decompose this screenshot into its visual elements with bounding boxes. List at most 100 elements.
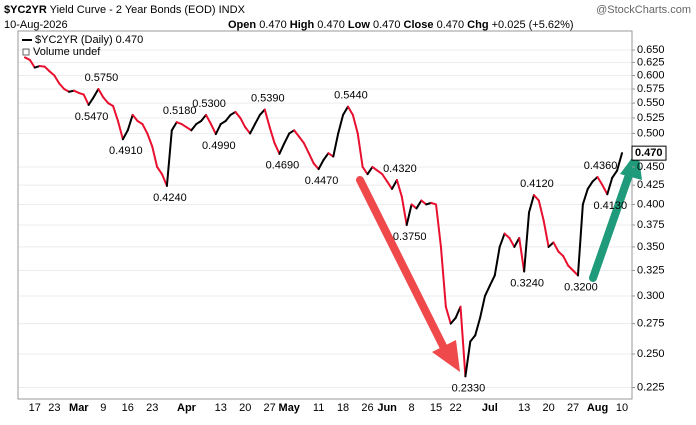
line-segment xyxy=(356,132,364,168)
plot xyxy=(24,56,623,378)
line-segment xyxy=(439,245,447,308)
line-segment xyxy=(102,96,110,105)
x-tick-label: 13 xyxy=(518,402,530,414)
line-segment xyxy=(170,121,178,132)
last-value-box xyxy=(631,145,667,161)
data-label: 0.4910 xyxy=(109,145,143,157)
x-tick-label: 13 xyxy=(215,402,227,414)
x-tick-label: 20 xyxy=(239,402,251,414)
line-segment xyxy=(351,113,359,135)
data-label: 0.5300 xyxy=(192,98,226,110)
line-segment xyxy=(87,96,95,106)
ohlc: Open 0.470 High 0.470 Low 0.470 Close 0.… xyxy=(228,19,574,31)
line-segment xyxy=(43,65,51,73)
ohlc-value: +0.025 (+5.62%) xyxy=(492,19,574,31)
x-tick-label: 23 xyxy=(146,402,158,414)
line-segment xyxy=(616,152,623,172)
legend-swatch xyxy=(22,48,30,56)
x-tick-label: 26 xyxy=(361,402,373,414)
line-segment xyxy=(141,123,149,135)
x-tick-label: 18 xyxy=(337,402,349,414)
y-tick-label: 0.625 xyxy=(637,56,665,68)
line-segment xyxy=(435,203,442,248)
line-segment xyxy=(298,135,305,145)
line-segment xyxy=(278,142,286,155)
last-value: 0.470 xyxy=(631,145,667,161)
y-tick-label: 0.375 xyxy=(637,219,665,231)
line-segment xyxy=(488,274,496,287)
data-label: 0.5390 xyxy=(251,92,285,104)
line-segment xyxy=(253,113,261,126)
line-segment xyxy=(518,236,526,273)
line-segment xyxy=(28,58,36,69)
line-segment xyxy=(547,241,555,248)
data-label: 0.4130 xyxy=(593,200,627,212)
line-segment xyxy=(244,126,252,135)
line-segment xyxy=(444,305,452,325)
x-tick-label: 16 xyxy=(122,402,134,414)
x-tick-label: Jul xyxy=(482,402,498,414)
date: 10-Aug-2026 xyxy=(4,19,68,31)
ohlc-label: Low xyxy=(348,19,370,31)
x-tick-label: 10 xyxy=(616,402,628,414)
y-tick-label: 0.425 xyxy=(637,179,665,191)
x-tick-label: Mar xyxy=(69,402,89,414)
line-segment xyxy=(112,105,119,122)
line-segment xyxy=(342,105,349,116)
ohlc-label: High xyxy=(290,19,315,31)
line-segment xyxy=(557,250,565,258)
data-label: 0.3200 xyxy=(564,281,598,293)
y-tick-label: 0.400 xyxy=(637,198,665,210)
y-tick-label: 0.325 xyxy=(637,264,665,276)
line-segment xyxy=(312,162,320,171)
line-segment xyxy=(131,113,139,122)
line-segment xyxy=(205,113,212,126)
line-segment xyxy=(126,113,134,132)
line-segment xyxy=(337,113,345,135)
line-segment xyxy=(239,116,247,129)
x-tick-label: 23 xyxy=(48,402,60,414)
line-segment xyxy=(459,305,467,378)
line-segment xyxy=(190,123,198,132)
x-tick-label: 27 xyxy=(264,402,276,414)
line-segment xyxy=(596,176,604,187)
line-segment xyxy=(493,245,501,277)
line-segment xyxy=(302,142,310,155)
line-segment xyxy=(317,158,325,171)
line-segment xyxy=(200,113,208,122)
line-segment xyxy=(307,152,315,165)
line-segment xyxy=(567,264,575,272)
line-segment xyxy=(53,74,61,85)
exchange: INDX xyxy=(219,4,246,16)
line-segment xyxy=(92,88,100,99)
data-label: 0.5440 xyxy=(334,90,368,102)
last-value-label: 0.470 xyxy=(635,147,663,159)
symbol: $YC2YR xyxy=(4,4,47,16)
line-segment xyxy=(591,176,599,183)
line-segment xyxy=(464,340,472,378)
line-segment xyxy=(97,88,105,99)
ohlc-label: Open xyxy=(228,19,256,31)
y-tick-label: 0.300 xyxy=(637,290,665,302)
y-tick-label: 0.250 xyxy=(637,348,665,360)
line-segment xyxy=(209,123,217,136)
x-tick-label: 22 xyxy=(449,402,461,414)
x-tick-label: 15 xyxy=(430,402,442,414)
line-segment xyxy=(366,165,374,176)
y-tick-label: 0.275 xyxy=(637,318,665,330)
line-segment xyxy=(508,236,516,248)
x-tick-label: Apr xyxy=(177,402,197,414)
line-segment xyxy=(395,178,403,198)
data-label: 0.4320 xyxy=(383,163,417,175)
ohlc-label: Close xyxy=(404,19,434,31)
line-segment xyxy=(537,199,545,222)
line-segment xyxy=(581,187,589,206)
data-label: 0.4120 xyxy=(520,178,554,190)
data-label: 0.4470 xyxy=(305,175,339,187)
volume-note: Volume undef xyxy=(33,46,101,58)
line-segment xyxy=(474,316,482,337)
y-tick-label: 0.450 xyxy=(637,161,665,173)
line-segment xyxy=(146,132,154,148)
